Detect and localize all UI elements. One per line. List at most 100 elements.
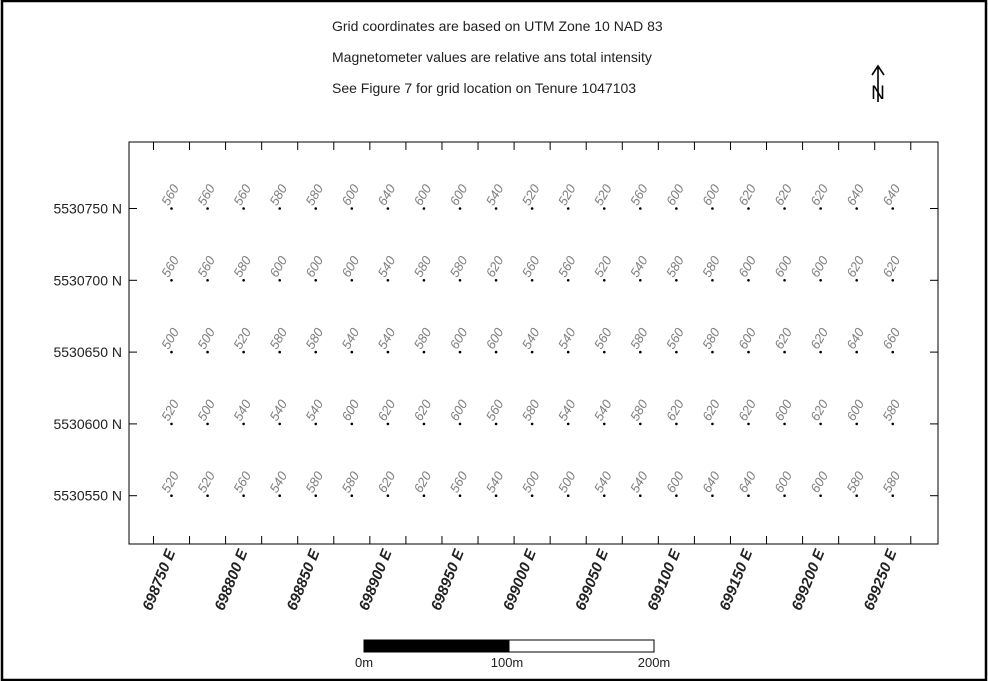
station-value: 560: [194, 253, 218, 280]
easting-label: 699000 E: [500, 546, 540, 613]
station-value: 620: [411, 468, 435, 495]
station-dot: [386, 350, 390, 354]
station-dot: [314, 350, 318, 354]
station-dot: [566, 350, 570, 354]
station-value: 580: [699, 325, 723, 352]
station-value: 600: [843, 396, 867, 423]
station-dot: [170, 207, 173, 210]
station-dot: [422, 207, 426, 210]
station-value: 560: [158, 181, 182, 208]
north-arrow-label: N: [871, 83, 885, 104]
station-value: 560: [555, 253, 579, 280]
station-value: 640: [843, 325, 867, 352]
station-dot: [314, 494, 318, 498]
station-dot: [242, 207, 245, 210]
station-value: 580: [266, 325, 290, 352]
station-dot: [386, 207, 390, 210]
station-dot: [278, 494, 281, 498]
easting-label: 698750 E: [139, 546, 179, 613]
station-dot: [170, 350, 173, 354]
station-dot: [711, 422, 714, 426]
station-dot: [494, 207, 498, 210]
station-dot: [242, 279, 245, 282]
station-value: 580: [627, 325, 651, 352]
station-dot: [891, 494, 895, 498]
station-dot: [711, 207, 714, 210]
station-value: 580: [627, 396, 651, 423]
station-dot: [639, 494, 642, 498]
station-dot: [530, 279, 534, 282]
station-dot: [819, 279, 822, 282]
station-dot: [747, 350, 750, 354]
station-value: 620: [771, 181, 795, 208]
station-value: 600: [338, 181, 362, 208]
station-value: 600: [807, 253, 831, 280]
station-dot: [350, 207, 354, 210]
station-dot: [675, 494, 678, 498]
station-dot: [386, 279, 390, 282]
easting-label: 699200 E: [789, 546, 829, 613]
easting-label: 699050 E: [572, 546, 612, 613]
scale-bar: 0m 100m 200m: [355, 639, 671, 670]
station-value: 520: [194, 468, 218, 495]
station-dot: [819, 350, 822, 354]
station-value: 580: [519, 396, 543, 423]
station-value: 620: [374, 396, 398, 423]
scale-bar-label-200: 200m: [638, 655, 671, 670]
station-dot: [783, 350, 786, 354]
station-dot: [422, 350, 426, 354]
station-value: 580: [699, 253, 723, 280]
station-value: 500: [194, 325, 218, 352]
station-dot: [711, 494, 714, 498]
station-value: 600: [663, 181, 687, 208]
station-value: 560: [194, 181, 218, 208]
note-grid-coordinates: Grid coordinates are based on UTM Zone 1…: [332, 18, 663, 34]
station-value: 540: [591, 468, 615, 495]
station-value: 620: [483, 253, 507, 280]
station-value: 520: [519, 181, 543, 208]
station-value: 620: [807, 396, 831, 423]
station-dot: [422, 422, 426, 426]
station-value: 540: [302, 396, 326, 423]
station-dot: [602, 350, 606, 354]
station-value: 580: [338, 468, 362, 495]
station-value: 620: [807, 181, 831, 208]
station-value: 520: [230, 325, 254, 352]
station-dot: [819, 422, 822, 426]
station-dot: [350, 422, 354, 426]
station-value: 580: [266, 181, 290, 208]
station-value: 580: [879, 396, 903, 423]
station-value: 560: [627, 181, 651, 208]
station-value: 620: [735, 396, 759, 423]
station-dot: [639, 350, 642, 354]
station-value: 600: [807, 468, 831, 495]
station-value: 580: [302, 468, 326, 495]
station-dot: [350, 350, 354, 354]
station-dot: [170, 422, 173, 426]
station-value: 580: [411, 325, 435, 352]
map-notes: Grid coordinates are based on UTM Zone 1…: [332, 18, 812, 111]
station-value: 560: [158, 253, 182, 280]
station-dot: [891, 207, 895, 210]
station-value: 560: [591, 325, 615, 352]
scale-bar-white-segment: [508, 639, 655, 653]
north-arrow-icon: N: [871, 64, 885, 104]
station-dot: [206, 494, 209, 498]
station-value: 540: [483, 468, 507, 495]
station-dot: [891, 422, 895, 426]
scale-bar-label-0: 0m: [355, 655, 373, 670]
station-dot: [314, 207, 318, 210]
station-value: 560: [230, 181, 254, 208]
station-value: 520: [158, 468, 182, 495]
easting-label: 698850 E: [284, 546, 324, 613]
station-dot: [530, 350, 534, 354]
station-dot: [422, 494, 426, 498]
station-value: 560: [519, 253, 543, 280]
station-value: 540: [519, 325, 543, 352]
station-value: 620: [807, 325, 831, 352]
station-dot: [458, 207, 462, 210]
station-dot: [639, 207, 642, 210]
station-value: 540: [555, 325, 579, 352]
station-value: 600: [735, 253, 759, 280]
station-dot: [494, 279, 498, 282]
